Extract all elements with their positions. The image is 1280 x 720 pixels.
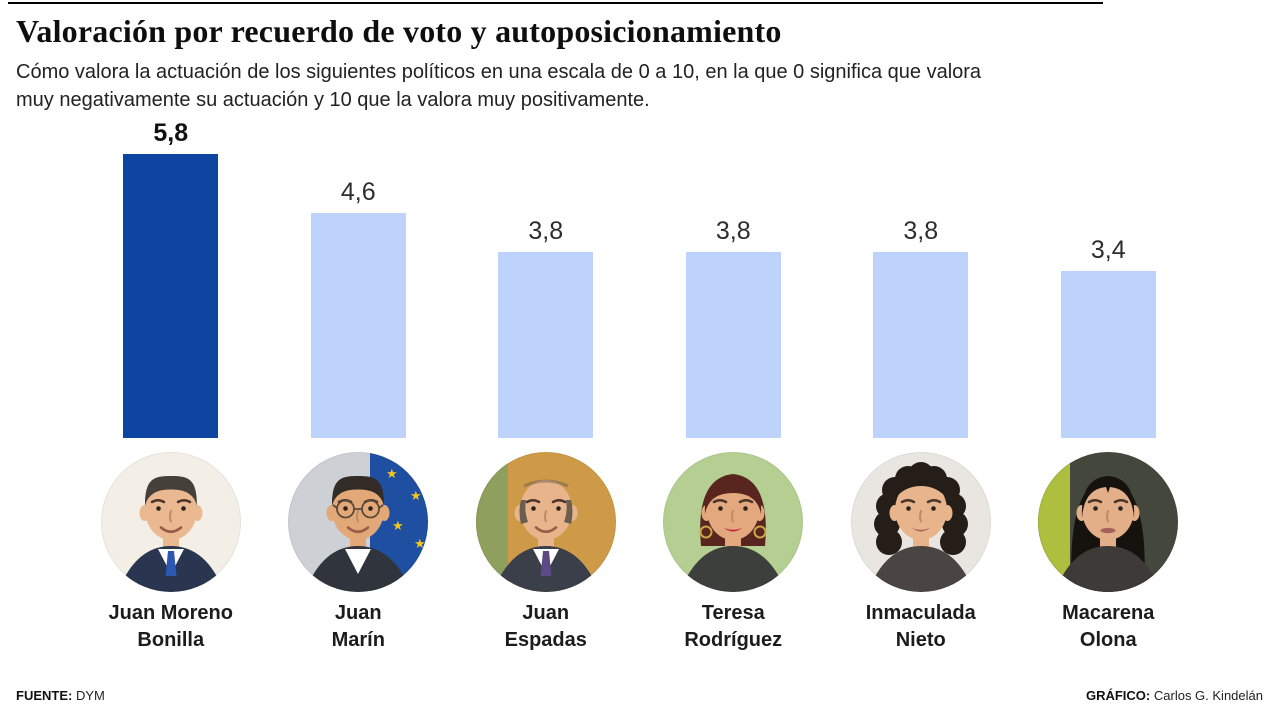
source-label: FUENTE: (16, 688, 73, 703)
bar (873, 252, 969, 438)
person-name-line: Olona (1079, 629, 1137, 651)
bar (498, 252, 594, 438)
person-name-line: Juan (334, 602, 382, 624)
bar-zone: 3,8 (873, 115, 969, 438)
chart-column: 3,8 Teresa Rodríguez (640, 115, 828, 654)
bar-zone: 3,4 (1060, 115, 1156, 438)
footer: FUENTE: DYM GRÁFICO: Carlos G. Kindelán (16, 688, 1263, 703)
person-name-line: Nieto (895, 629, 946, 651)
person-name: Inmaculada Nieto (866, 600, 976, 654)
source-credit: FUENTE: DYM (16, 688, 105, 703)
star-icon: ★ (392, 518, 404, 533)
person-name-line: Macarena (1062, 602, 1155, 624)
person-avatar (475, 452, 616, 592)
person-name: Macarena Olona (1062, 600, 1154, 654)
bar-zone: 5,8 (123, 115, 219, 438)
bar-value-label: 4,6 (340, 178, 376, 206)
person-name: Juan Moreno Bonilla (109, 600, 233, 654)
bar-value-label: 3,8 (903, 217, 939, 245)
bar-value-label: 3,8 (528, 217, 564, 245)
bar (123, 154, 219, 438)
person-name-line: Juan Moreno (108, 602, 233, 624)
person-name: Teresa Rodríguez (684, 600, 782, 654)
bar-zone: 4,6 (310, 115, 406, 438)
star-icon: ★ (386, 466, 398, 481)
bar-value-label: 3,8 (715, 217, 751, 245)
bar-value-label: 5,8 (153, 119, 189, 147)
person-avatar: ★ ★ ★ ★ (288, 452, 429, 592)
bar-value-label: 3,4 (1090, 236, 1126, 264)
chart-column: 3,8 Juan Espadas (452, 115, 640, 654)
person-avatar (1038, 452, 1179, 592)
credit-value: Carlos G. Kindelán (1153, 688, 1263, 703)
chart-column: 4,6 ★ ★ ★ ★ Juan Marín (265, 115, 453, 654)
bar-zone: 3,8 (685, 115, 781, 438)
subtitle-line-1: Cómo valora la actuación de los siguient… (16, 61, 982, 83)
star-icon: ★ (410, 488, 422, 503)
person-name: Juan Espadas (505, 600, 587, 654)
person-avatar (100, 452, 241, 592)
chart-subtitle: Cómo valora la actuación de los siguient… (16, 58, 1176, 114)
page-title: Valoración por recuerdo de voto y autopo… (16, 13, 782, 49)
top-rule (8, 2, 1103, 4)
person-name-line: Marín (331, 629, 385, 651)
bar (1060, 271, 1156, 438)
star-icon: ★ (414, 536, 426, 551)
bar (685, 252, 781, 438)
chart-column: 3,8 Inmaculada Nieto (827, 115, 1015, 654)
subtitle-line-2: muy negativamente su actuación y 10 que … (16, 89, 650, 111)
bar-zone: 3,8 (498, 115, 594, 438)
chart-column: 5,8 Juan Moreno Bonilla (77, 115, 265, 654)
source-value: DYM (75, 688, 105, 703)
person-name-line: Inmaculada (865, 602, 976, 624)
person-name-line: Bonilla (137, 629, 205, 651)
credit-label: GRÁFICO: (1085, 688, 1151, 703)
bar (310, 213, 406, 438)
person-avatar (850, 452, 991, 592)
person-name: Juan Marín (332, 600, 385, 654)
person-name-line: Teresa (701, 602, 765, 624)
graphic-credit: GRÁFICO: Carlos G. Kindelán (1086, 688, 1263, 703)
chart-column: 3,4 Macarena Olona (1015, 115, 1203, 654)
bar-chart: 5,8 Juan Moreno Bonilla 4,6 ★ ★ ★ ★ Juan Marín 3,8… (77, 115, 1202, 654)
person-name-line: Espadas (504, 629, 587, 651)
person-name-line: Juan (522, 602, 570, 624)
person-name-line: Rodríguez (684, 629, 783, 651)
person-avatar (663, 452, 804, 592)
